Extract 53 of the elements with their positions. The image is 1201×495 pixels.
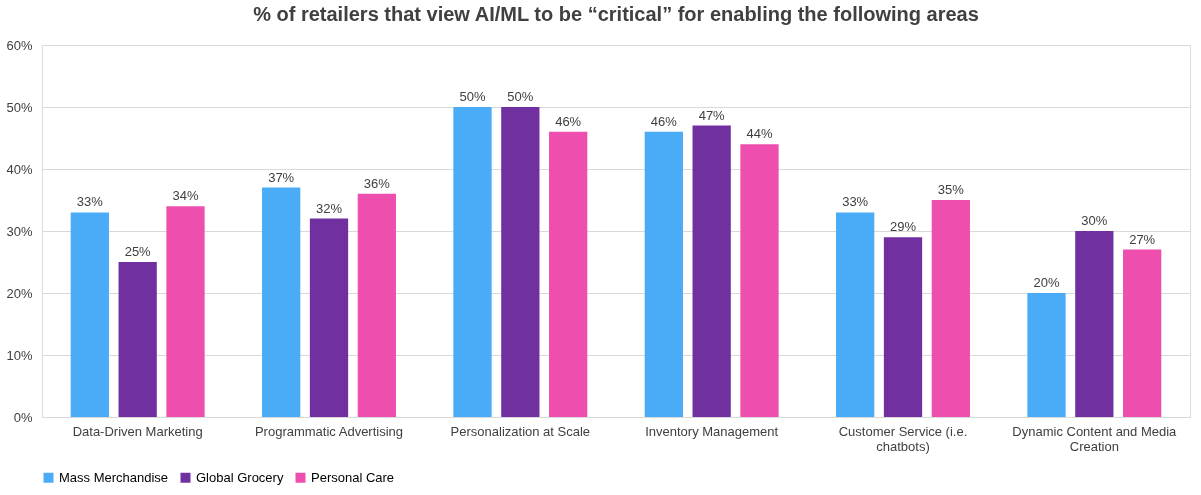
data-label: 46%: [555, 113, 582, 129]
data-label: 47%: [698, 107, 726, 123]
bar: [166, 206, 205, 417]
x-tick-label: Inventory Management: [645, 423, 779, 439]
bar: [549, 131, 588, 417]
bar: [740, 144, 779, 417]
bar: [1123, 249, 1162, 417]
data-label: 46%: [650, 113, 678, 129]
x-tick-label: Personalization at Scale: [450, 423, 591, 439]
data-label: 25%: [124, 244, 152, 259]
bar: [262, 187, 301, 417]
data-label: 32%: [315, 200, 343, 216]
y-tick-label: 10%: [6, 347, 33, 363]
bar: [883, 237, 923, 417]
chart-title: % of retailers that view AI/ML to be “critical” for enabling the following areas: [253, 3, 979, 25]
data-label: 50%: [507, 89, 534, 104]
y-tick-label: 30%: [6, 223, 33, 239]
data-label: 33%: [76, 194, 104, 210]
x-tick-label: Dynamic Content and Media Creation: [1012, 423, 1178, 454]
data-label: 33%: [842, 194, 869, 210]
data-label: 27%: [1129, 231, 1156, 247]
y-tick-label: 50%: [6, 99, 33, 115]
y-tick-label: 0%: [13, 409, 33, 425]
data-label: 20%: [1033, 275, 1060, 290]
bar: [644, 131, 683, 417]
x-tick-label: Programmatic Advertising: [254, 423, 404, 439]
data-label: 34%: [172, 188, 199, 204]
data-label: 50%: [459, 89, 486, 104]
bar: [357, 193, 396, 417]
y-tick-label: 60%: [6, 37, 33, 53]
data-label: 36%: [363, 175, 391, 191]
y-tick-label: 40%: [6, 161, 33, 177]
bar: [118, 262, 157, 417]
x-tick-label: Customer Service (i.e. chatbots): [838, 423, 968, 454]
x-tick-label: Data-Driven Marketing: [72, 423, 203, 439]
data-label: 44%: [746, 126, 773, 142]
bar: [692, 125, 731, 417]
data-label: 29%: [889, 219, 917, 235]
bar: [501, 107, 540, 417]
bar: [453, 107, 492, 417]
bar: [1075, 231, 1114, 417]
y-tick-label: 20%: [6, 285, 33, 301]
legend-label: Personal Care: [311, 469, 395, 485]
bar: [309, 218, 349, 417]
bar: [836, 212, 875, 417]
bar: [70, 212, 109, 417]
legend-label: Mass Merchandise: [59, 469, 169, 485]
bar: [1027, 293, 1066, 417]
data-label: 30%: [1081, 213, 1108, 228]
bar: [931, 200, 970, 417]
data-label: 37%: [268, 169, 295, 185]
legend-label: Global Grocery: [196, 469, 284, 485]
data-label: 35%: [937, 182, 965, 197]
